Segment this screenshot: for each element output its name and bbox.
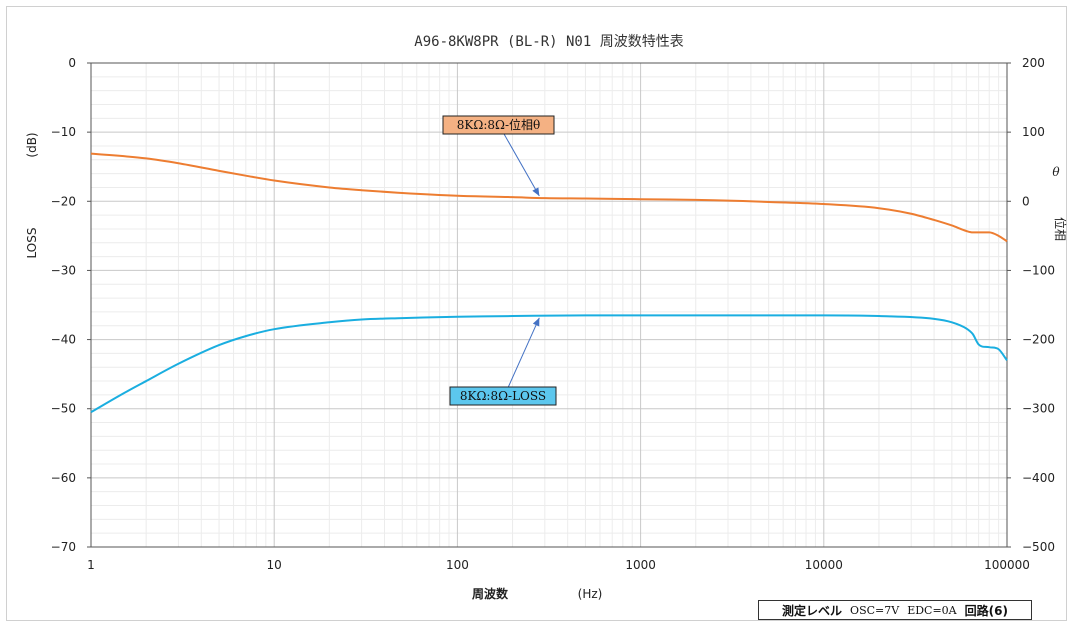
note-osc: OSC=7V (850, 603, 900, 617)
y-left-tick-label: −10 (51, 125, 76, 139)
right-axis-ticks: 200 100 0 −100 −200 −300 −400 −500 (1007, 56, 1055, 554)
y-right-tick-label: −500 (1022, 540, 1055, 554)
y-left-tick-label: −30 (51, 263, 76, 277)
left-axis-ticks: 0 −10 −20 −30 −40 −50 −60 −70 (51, 56, 91, 554)
y-right-tick-label: 200 (1022, 56, 1045, 70)
y-right-symbol: θ (1052, 165, 1060, 179)
x-axis-ticks: 1 10 100 1000 10000 100000 (87, 558, 1030, 572)
callout-arrowhead (532, 187, 540, 196)
chart-title: A96-8KW8PR (BL-R) N01 周波数特性表 (414, 34, 683, 50)
plot-area-border (90, 62, 1008, 548)
chart-frame (6, 6, 1067, 621)
y-right-label: 位相 (1053, 217, 1068, 241)
y-left-tick-label: 0 (68, 56, 76, 70)
y-left-tick-label: −60 (51, 471, 76, 485)
x-axis-label: 周波数 (472, 586, 509, 601)
minor-grid (91, 63, 1007, 547)
x-tick-label: 100 (446, 558, 469, 572)
y-left-tick-label: −40 (51, 333, 76, 347)
x-tick-label: 1000 (625, 558, 656, 572)
note-label: 測定レベル (782, 603, 843, 618)
x-axis-unit: (Hz) (578, 587, 603, 601)
x-tick-label: 1 (87, 558, 95, 572)
y-right-tick-label: −100 (1022, 263, 1055, 277)
y-left-label: LOSS (25, 228, 39, 259)
callout-leader-line (507, 317, 540, 388)
callout-label: 8KΩ:8Ω-位相θ (457, 117, 540, 132)
callout-label: 8KΩ:8Ω-LOSS (460, 389, 546, 403)
y-left-tick-label: −20 (51, 194, 76, 208)
phase-series-line (90, 152, 1008, 243)
y-left-tick-label: −50 (51, 402, 76, 416)
major-grid (90, 62, 1008, 548)
callout-leader-line (503, 133, 540, 197)
measurement-note: 測定レベル OSC=7V EDC=0A 回路(6) (758, 600, 1032, 620)
y-right-tick-label: −200 (1022, 333, 1055, 347)
note-edc: EDC=0A (907, 603, 957, 617)
y-right-tick-label: 0 (1022, 194, 1030, 208)
series-layer (90, 152, 1008, 414)
note-circuit: 回路(6) (964, 603, 1008, 618)
callout-layer: 8KΩ:8Ω-位相θ 8KΩ:8Ω-LOSS (442, 115, 557, 406)
y-right-tick-label: −400 (1022, 471, 1055, 485)
callout-box (449, 386, 557, 406)
x-tick-label: 100000 (984, 558, 1030, 572)
x-tick-label: 10000 (805, 558, 843, 572)
loss-series-line (90, 314, 1008, 414)
callout-box (442, 115, 555, 135)
y-left-tick-label: −70 (51, 540, 76, 554)
x-tick-label: 10 (267, 558, 282, 572)
y-right-tick-label: 100 (1022, 125, 1045, 139)
callout-arrowhead (532, 317, 540, 327)
y-left-unit: (dB) (25, 132, 39, 157)
y-right-tick-label: −300 (1022, 402, 1055, 416)
